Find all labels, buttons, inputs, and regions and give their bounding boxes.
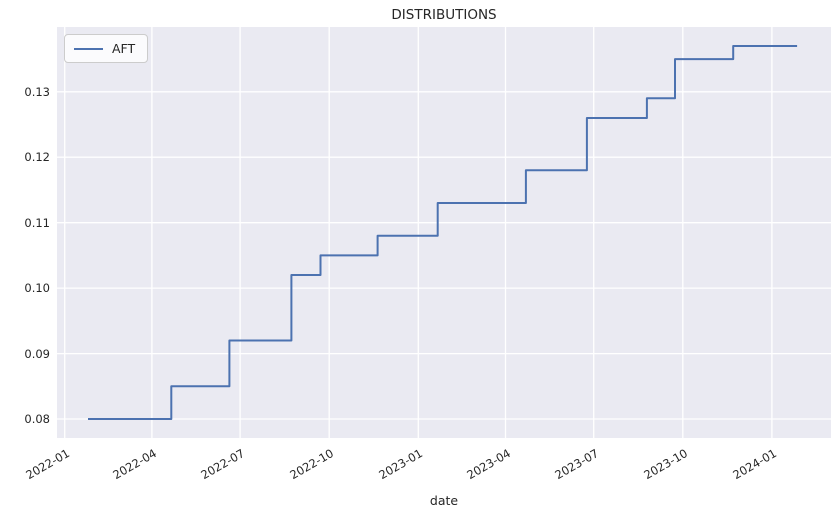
legend-series-label: AFT [112,41,136,56]
legend-line-swatch [74,47,103,50]
aft-series-line [88,45,798,420]
y-tick-label: 0.11 [24,215,50,230]
y-tick-label: 0.08 [24,412,50,427]
legend: AFT [64,34,149,63]
y-tick-label: 0.10 [24,281,50,296]
plot-canvas [57,27,831,438]
y-tick-label: 0.09 [24,346,50,361]
chart-title: DISTRIBUTIONS [391,7,497,23]
plot-area: AFT [57,27,831,438]
y-tick-label: 0.12 [24,150,50,165]
y-tick-label: 0.13 [24,84,50,99]
x-axis-label: date [429,493,459,508]
